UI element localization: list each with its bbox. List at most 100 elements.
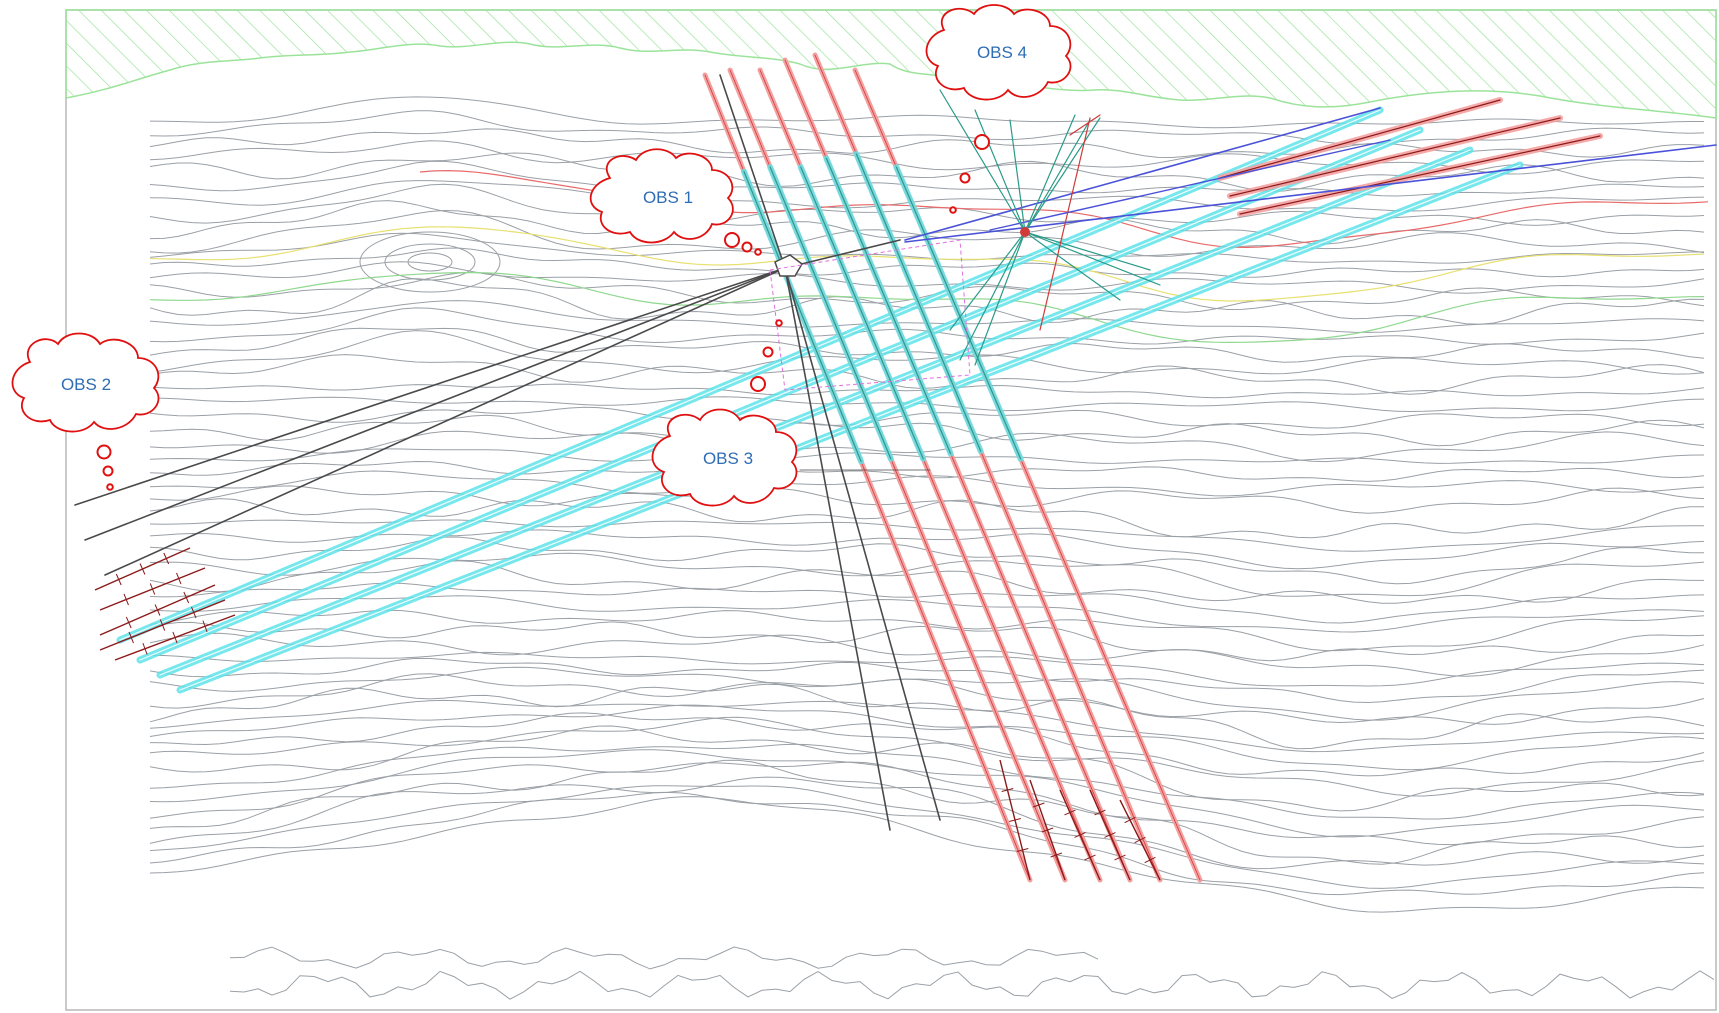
alignment-teal [1024, 119, 1091, 233]
chainage-tick [1016, 848, 1029, 852]
chainage-tick [1001, 788, 1014, 792]
ground-edge-line [229, 946, 1099, 970]
contour-line [149, 791, 1705, 896]
chainage-tick [123, 593, 129, 606]
tunnel-teal-centerline [895, 166, 1022, 460]
contour-line [149, 666, 1705, 721]
tunnel-centerline-dark [1219, 99, 1501, 179]
contour-line [149, 743, 1705, 820]
ground-edge-line [229, 970, 1715, 1000]
chainage-tick [115, 573, 122, 586]
chainage-tick [1124, 816, 1136, 824]
bubble-large [750, 376, 766, 392]
contour-line [149, 632, 1705, 677]
alignment-teal [1024, 231, 1161, 286]
bubble-small [775, 319, 783, 327]
alignment-dark [784, 239, 901, 269]
callout-obs1: OBS 1 [589, 148, 762, 256]
alignment-teal [1024, 117, 1101, 233]
alignment-features [74, 52, 1717, 883]
contour-line [149, 785, 1705, 889]
chainage-tick [1104, 832, 1116, 838]
contour-line [149, 485, 1705, 514]
alignment-teal [1024, 231, 1151, 271]
contour-line [149, 271, 1705, 311]
chainage-tick [149, 583, 156, 595]
chainage-tick [1094, 809, 1106, 816]
chainage-tick [176, 572, 182, 585]
bubble-medium [762, 346, 774, 358]
alignment-blue [904, 107, 1381, 241]
alignment-teal [974, 231, 1026, 366]
alignment-teal [959, 231, 1026, 361]
alignment-teal [939, 89, 1026, 233]
chainage-tick [1050, 852, 1063, 858]
cloud-shape [651, 408, 798, 507]
tunnel-teal-centerline [800, 166, 924, 460]
bubble-large [974, 134, 990, 150]
chainage-tick [1064, 809, 1076, 816]
alignment-teal [949, 231, 1026, 331]
contour-line [149, 704, 1705, 771]
contour-line [149, 247, 1705, 278]
chainage-tick [1084, 854, 1096, 861]
tunnel-teal-centerline [855, 153, 982, 452]
alignment-blue [989, 139, 1391, 231]
callout-obs2: OBS 2 [11, 332, 160, 491]
contour-line [149, 657, 1705, 704]
chainage-markers [94, 547, 1161, 881]
alignment-dark [719, 74, 786, 269]
contour-line [149, 330, 1705, 375]
callout-label: OBS 1 [643, 188, 693, 207]
contour-line [149, 278, 1705, 325]
cloud-shape [589, 148, 734, 244]
bubble-small [106, 483, 114, 491]
contour-line [149, 180, 1705, 212]
chainage-tick [1134, 836, 1146, 844]
contour-line [149, 354, 1705, 395]
bubble-medium [741, 241, 753, 253]
chainage-tick [128, 631, 134, 644]
alignment-teal [1009, 119, 1026, 233]
contour-line [149, 406, 1705, 429]
contour-line [149, 699, 1705, 753]
callout-label: OBS 4 [977, 43, 1027, 62]
hill-contour [407, 252, 453, 272]
fan-node [1020, 227, 1030, 237]
contour-line [149, 498, 1704, 539]
chainage-tick [163, 552, 170, 565]
bubble-large [96, 444, 112, 460]
chainage-tick [142, 642, 148, 655]
chainage-tick [191, 606, 197, 619]
hill-contour [359, 231, 501, 293]
alignment-blue [904, 144, 1717, 243]
chainage-tick [1041, 827, 1054, 833]
alignment-teal [1024, 231, 1121, 301]
tunnel-centerline [139, 129, 1421, 661]
bubble-small [754, 248, 762, 256]
alignment-red [1039, 117, 1091, 331]
chainage-tick [159, 619, 166, 631]
contour-line [149, 183, 1705, 226]
chainage-tick [1074, 832, 1086, 838]
contour-line [149, 96, 1704, 129]
chainage-tick [202, 620, 208, 633]
contour-line [149, 470, 1705, 497]
hatched-zone [65, 9, 1717, 119]
callout-label: OBS 2 [61, 375, 111, 394]
chainage-tick [1114, 854, 1126, 861]
alignment-dark [84, 267, 786, 541]
chainage-tick [154, 604, 161, 616]
alignment-dark [784, 267, 891, 831]
tunnel-centerline-dark [1229, 117, 1561, 197]
contour-line [149, 560, 1704, 604]
contour-line [149, 725, 1705, 812]
tunnel-teal-centerline [825, 157, 952, 455]
contour-line [149, 716, 1705, 797]
contour-line [149, 327, 1705, 363]
contour-line [149, 448, 1705, 464]
chainage-tick [1144, 856, 1156, 864]
contour-line [149, 552, 1705, 597]
contour-line [149, 140, 1705, 175]
